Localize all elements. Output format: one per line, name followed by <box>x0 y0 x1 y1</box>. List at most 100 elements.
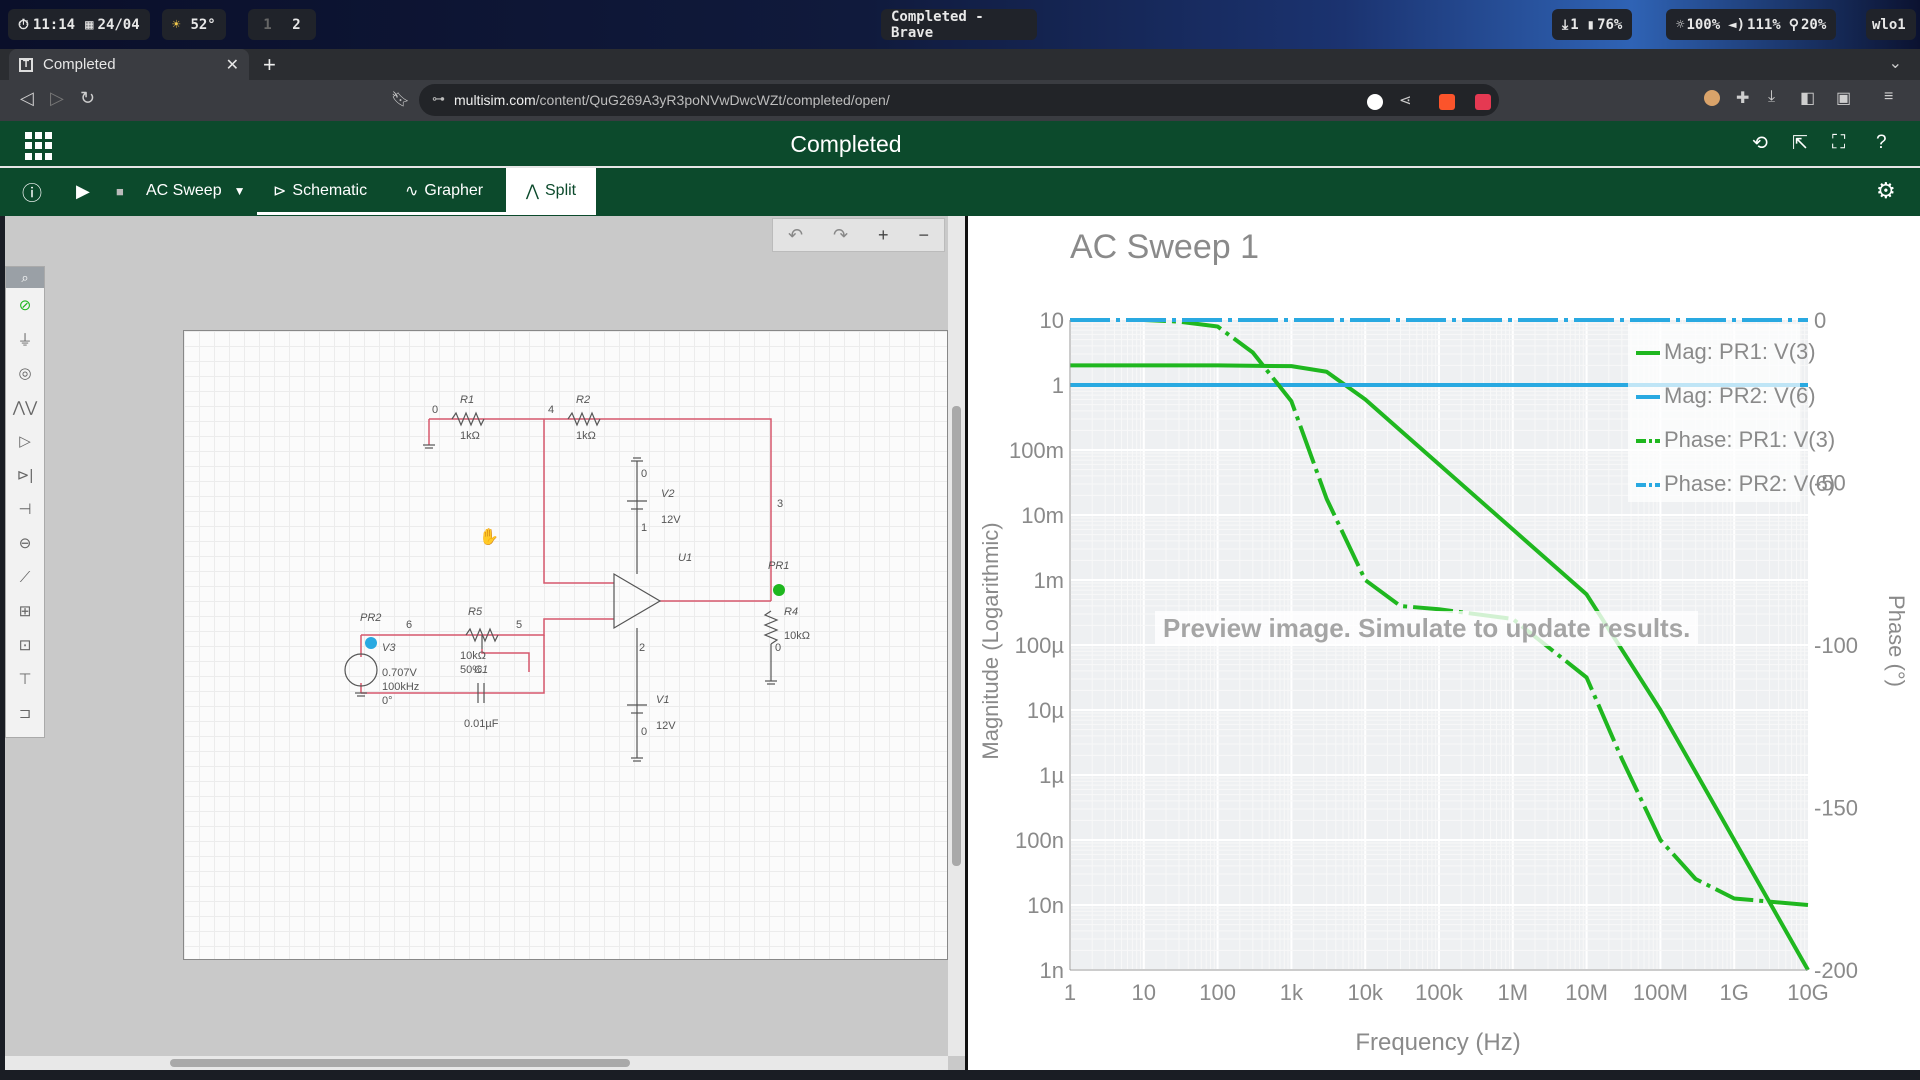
schematic-drawing[interactable]: R1 1kΩ R2 1kΩ 0 4 3 0 1 V2 12V U1 PR1 R4… <box>184 331 947 959</box>
y2-tick-label: -150 <box>1814 796 1858 821</box>
run-simulation-icon[interactable]: ▶ <box>76 180 90 201</box>
v1-name: V1 <box>656 694 669 706</box>
browser-menu-icon[interactable]: ≡ <box>1884 88 1894 105</box>
system-bar: ⏱ 11:14 ▦ 24/04 ☀ 52° 1 2 Completed - Brave… <box>0 0 1920 49</box>
wallet-icon[interactable]: ▣ <box>1836 90 1852 107</box>
vertical-scrollbar[interactable] <box>948 216 965 1056</box>
y-tick-label: 10m <box>1021 503 1064 528</box>
x-tick-label: 100 <box>1199 980 1236 1005</box>
probe-pr2-marker[interactable] <box>365 637 377 649</box>
component-search-icon[interactable]: ⌕ <box>6 267 44 288</box>
downloads-icon[interactable]: ⤓ <box>1768 88 1776 105</box>
undo-icon[interactable]: ↶ <box>787 224 804 245</box>
share-icon[interactable]: ⋖ <box>1399 92 1412 109</box>
app-launcher-icon[interactable] <box>25 132 53 160</box>
document-title: Completed <box>790 131 902 157</box>
v2-value: 12V <box>661 514 681 526</box>
url-host: multisim.com <box>454 92 536 108</box>
redo-icon[interactable]: ↷ <box>833 224 849 245</box>
vertical-scroll-thumb[interactable] <box>952 406 961 866</box>
sidebar-icon[interactable]: ◧ <box>1800 90 1816 107</box>
horizontal-scroll-thumb[interactable] <box>170 1059 630 1067</box>
switch-tool-icon[interactable]: ⟋ <box>19 568 31 586</box>
tab-schematic[interactable]: ⊳ Schematic <box>273 168 367 214</box>
split-icon: ⋀ <box>525 183 539 200</box>
logic-tool-icon[interactable]: ⊞ <box>18 603 32 620</box>
zoom-out-icon[interactable]: − <box>918 224 929 245</box>
pane-splitter[interactable] <box>965 216 968 1070</box>
legend-label: Phase: PR2: V(6) <box>1664 471 1835 496</box>
transistor-tool-icon[interactable]: ⊣ <box>18 501 32 518</box>
horizontal-scrollbar[interactable] <box>5 1056 948 1070</box>
source-tool-icon[interactable]: ◎ <box>18 365 32 382</box>
help-icon[interactable]: ? <box>1876 132 1887 153</box>
browser-tab[interactable]: T Completed ✕ <box>9 49 249 80</box>
y-tick-label: 100n <box>1015 828 1064 853</box>
forward-icon[interactable]: ▷ <box>50 88 64 108</box>
v1-value: 12V <box>656 720 676 732</box>
probe-tool-icon[interactable]: ⊘ <box>18 297 32 314</box>
share-link-icon[interactable]: ⇱ <box>1792 133 1808 154</box>
brave-rewards-icon[interactable] <box>1475 94 1491 110</box>
tab-grapher[interactable]: ∿ Grapher <box>405 168 483 214</box>
settings-gear-icon[interactable]: ⚙ <box>1876 178 1896 203</box>
tab-list-chevron-icon[interactable]: ⌄ <box>1888 55 1902 72</box>
close-tab-icon[interactable]: ✕ <box>225 56 239 74</box>
diode-tool-icon[interactable]: ⊳| <box>16 467 34 484</box>
r4-symbol <box>763 610 779 645</box>
address-bar[interactable]: ⊶ multisim.com/content/QuG269A3yR3poNVwD… <box>419 84 1499 116</box>
v3-name: V3 <box>382 642 396 654</box>
analysis-dropdown[interactable]: AC Sweep ▼ <box>146 168 245 214</box>
workspace-2[interactable]: 2 <box>292 16 301 33</box>
workspace-switcher[interactable]: 1 2 <box>248 9 316 40</box>
ground-tool-icon[interactable]: ⏚ <box>17 331 33 349</box>
app-header: Completed ⟲ ⇱ ⛶ ? <box>0 121 1920 168</box>
tab-split[interactable]: ⋀ Split <box>506 168 596 214</box>
extensions-icon[interactable]: ✚ <box>1736 90 1750 107</box>
download-icon: ⤓ <box>1562 16 1569 33</box>
calendar-icon: ▦ <box>85 16 94 33</box>
new-tab-icon[interactable]: + <box>263 52 276 77</box>
connector-tool-icon[interactable]: ⊤ <box>18 671 32 688</box>
node-3-label: 3 <box>777 498 783 510</box>
workspace-1[interactable]: 1 <box>263 16 272 33</box>
series-line <box>1070 363 1810 971</box>
clock-date-widget: ⏱ 11:14 ▦ 24/04 <box>8 9 150 40</box>
zoom-in-icon[interactable]: + <box>878 224 889 245</box>
resistor-tool-icon[interactable]: ⋀⋁ <box>12 399 38 416</box>
ground-symbols <box>355 444 777 762</box>
url[interactable]: multisim.com/content/QuG269A3yR3poNVwDwc… <box>454 92 890 108</box>
profile-avatar-icon[interactable] <box>1704 90 1720 106</box>
site-settings-icon[interactable]: ⊶ <box>432 91 445 106</box>
chevron-down-icon: ▼ <box>233 184 246 198</box>
bookmark-icon[interactable]: 🔖︎ <box>391 91 411 108</box>
stop-simulation-icon[interactable]: ■ <box>116 183 124 199</box>
series-line <box>1070 318 1809 907</box>
y2-axis-label: Phase (°) <box>1884 595 1909 687</box>
r2-name: R2 <box>576 394 590 406</box>
probe-pr1-marker[interactable] <box>773 584 785 596</box>
mixed-tool-icon[interactable]: ⊡ <box>18 637 32 654</box>
x-axis-label: Frequency (Hz) <box>1355 1029 1520 1056</box>
tab-underline <box>257 212 596 215</box>
fullscreen-icon[interactable]: ⛶ <box>1832 132 1846 153</box>
reload-icon[interactable]: ↻ <box>80 88 96 108</box>
info-icon[interactable]: ⓘ <box>22 182 42 205</box>
brave-shields-icon[interactable] <box>1439 94 1455 110</box>
back-icon[interactable]: ◁ <box>20 88 34 108</box>
y-tick-label: 10 <box>1040 308 1064 333</box>
gate-tool-icon[interactable]: ⊐ <box>18 705 32 722</box>
schematic-icon: ⊳ <box>273 183 287 200</box>
r4-value: 10kΩ <box>784 630 810 642</box>
fork-icon[interactable]: ⟲ <box>1752 133 1768 154</box>
legend-label: Mag: PR1: V(3) <box>1664 339 1816 364</box>
google-icon[interactable] <box>1367 94 1383 110</box>
meter-tool-icon[interactable]: ⊖ <box>18 535 32 552</box>
browser-nav-bar: ◁ ▷ ↻ 🔖︎ ⊶ multisim.com/content/QuG269A3… <box>0 80 1920 121</box>
y2-tick-label: -200 <box>1814 958 1858 983</box>
opamp-tool-icon[interactable]: ▷ <box>19 433 31 450</box>
schematic-canvas[interactable]: R1 1kΩ R2 1kΩ 0 4 3 0 1 V2 12V U1 PR1 R4… <box>183 330 948 960</box>
schematic-pane[interactable]: R1 1kΩ R2 1kΩ 0 4 3 0 1 V2 12V U1 PR1 R4… <box>5 216 965 1070</box>
y-axis-label: Magnitude (Logarithmic) <box>978 522 1003 759</box>
x-tick-label: 1M <box>1498 980 1529 1005</box>
